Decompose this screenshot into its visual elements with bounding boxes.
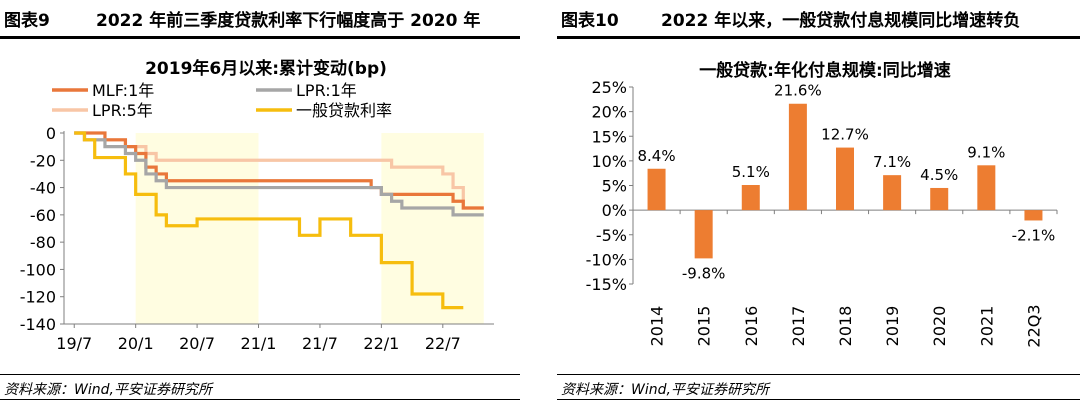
line-chart: 2019年6月以来:累计变动(bp) 0 -20 -40 -60 -80 -100 -120… bbox=[20, 58, 494, 353]
x-tick-label: 2016 bbox=[742, 306, 761, 347]
footer-divider-bottom bbox=[0, 399, 520, 400]
y-tick-label: -120 bbox=[20, 288, 56, 307]
header-divider bbox=[0, 36, 520, 39]
line-series-group bbox=[74, 131, 484, 310]
shaded-period-2 bbox=[381, 133, 484, 324]
y-tick-label: 0% bbox=[602, 201, 627, 220]
data-label: 8.4% bbox=[638, 147, 676, 165]
line-chart-title: 2019年6月以来:累计变动(bp) bbox=[145, 58, 387, 79]
x-tick-label: 19/7 bbox=[56, 334, 92, 353]
source-note: 资料来源：Wind,平安证券研究所 bbox=[4, 382, 212, 398]
y-tick-label: 5% bbox=[602, 177, 627, 196]
y-tick-label: 15% bbox=[591, 127, 627, 146]
figure-title: 2022 年以来，一般贷款付息规模同比增速转负 bbox=[661, 11, 1021, 31]
header-divider bbox=[557, 36, 1080, 39]
y-tick-label: 10% bbox=[591, 152, 627, 171]
footer-divider bbox=[0, 374, 520, 375]
shaded-periods bbox=[135, 133, 484, 324]
bar-chart: 一般贷款:年化付息规模:同比增速 25% 20% 15% 10% 5% 0% -5% -10%… bbox=[586, 60, 1058, 348]
x-tick-label: 21/7 bbox=[302, 334, 338, 353]
data-label: 9.1% bbox=[967, 143, 1005, 161]
y-tick-label: -60 bbox=[30, 206, 56, 225]
figure-label: 图表9 bbox=[4, 11, 50, 31]
bar-2016 bbox=[741, 185, 760, 211]
series-line-4 bbox=[74, 131, 464, 310]
data-label: -2.1% bbox=[1012, 226, 1056, 244]
bar-2021 bbox=[977, 165, 996, 211]
x-tick-label: 2018 bbox=[836, 306, 855, 347]
left-figure-panel: 图表9 2022 年前三季度贷款利率下行幅度高于 2020 年 2019年6月以… bbox=[0, 0, 520, 408]
y-tick-label: -5% bbox=[596, 226, 627, 245]
figure-title: 2022 年前三季度贷款利率下行幅度高于 2020 年 bbox=[96, 11, 481, 31]
source-note: 资料来源：Wind,平安证券研究所 bbox=[561, 382, 769, 398]
figure-header: 图表9 2022 年前三季度贷款利率下行幅度高于 2020 年 bbox=[0, 0, 520, 36]
y-tick-label: -80 bbox=[30, 233, 56, 252]
y-tick-label: -20 bbox=[30, 151, 56, 170]
bar-2015 bbox=[694, 210, 713, 259]
bar-chart-title: 一般贷款:年化付息规模:同比增速 bbox=[699, 60, 951, 81]
data-label: 7.1% bbox=[873, 153, 911, 171]
y-tick-label: -100 bbox=[20, 260, 56, 279]
legend-label: MLF:1年 bbox=[92, 81, 154, 100]
x-tick-label: 22/1 bbox=[363, 334, 399, 353]
legend-label: LPR:1年 bbox=[296, 81, 357, 100]
x-tick-label: 2015 bbox=[695, 306, 714, 347]
y-tick-label: -10% bbox=[586, 250, 627, 269]
footer-divider-bottom bbox=[557, 399, 1080, 400]
footer-divider bbox=[557, 374, 1080, 375]
x-tick-label: 2020 bbox=[930, 306, 949, 347]
bar-chart-axes: 25% 20% 15% 10% 5% 0% -5% -10% -15% bbox=[586, 78, 1058, 294]
x-tick-label: 2021 bbox=[977, 306, 996, 347]
figure-header: 图表10 2022 年以来，一般贷款付息规模同比增速转负 bbox=[557, 0, 1080, 36]
data-label: 21.6% bbox=[774, 82, 822, 100]
x-tick-label: 2017 bbox=[789, 306, 808, 347]
y-tick-label: 20% bbox=[591, 103, 627, 122]
shaded-period-1 bbox=[135, 133, 259, 324]
bar-2019 bbox=[883, 175, 902, 211]
legend-label: LPR:5年 bbox=[92, 101, 153, 120]
data-label: 4.5% bbox=[920, 166, 958, 184]
y-tick-label: -40 bbox=[30, 179, 56, 198]
bar-22Q3 bbox=[1024, 210, 1043, 221]
series-line-2 bbox=[74, 131, 484, 217]
bar-2014 bbox=[647, 168, 666, 211]
bar-group: 8.4% 2014 -9.8% 2015 5.1% 2016 21.6% 2017 12.7% 2… bbox=[638, 82, 1056, 348]
right-figure-panel: 图表10 2022 年以来，一般贷款付息规模同比增速转负 一般贷款:年化付息规模… bbox=[557, 0, 1080, 408]
x-tick-label: 21/1 bbox=[241, 334, 277, 353]
figure-label: 图表10 bbox=[561, 11, 619, 31]
y-tick-label: 25% bbox=[591, 78, 627, 97]
x-tick-label: 20/7 bbox=[179, 334, 215, 353]
x-tick-label: 20/1 bbox=[118, 334, 154, 353]
bar-2018 bbox=[836, 147, 854, 211]
x-tick-label: 2019 bbox=[883, 306, 902, 347]
x-tick-label: 2014 bbox=[648, 306, 667, 347]
y-tick-label: -15% bbox=[586, 275, 627, 294]
line-chart-legend: MLF:1年 LPR:1年 LPR:5年 一般贷款利率 bbox=[52, 81, 392, 120]
y-tick-label: 0 bbox=[46, 124, 56, 143]
bar-2020 bbox=[930, 187, 949, 211]
x-tick-label: 22Q3 bbox=[1024, 304, 1043, 347]
data-label: 12.7% bbox=[821, 126, 869, 144]
bar-2017 bbox=[788, 103, 807, 211]
x-tick-label: 22/7 bbox=[425, 334, 461, 353]
legend-label: 一般贷款利率 bbox=[296, 101, 392, 120]
y-tick-label: -140 bbox=[20, 315, 56, 334]
data-label: 5.1% bbox=[732, 163, 770, 181]
data-label: -9.8% bbox=[682, 264, 726, 282]
